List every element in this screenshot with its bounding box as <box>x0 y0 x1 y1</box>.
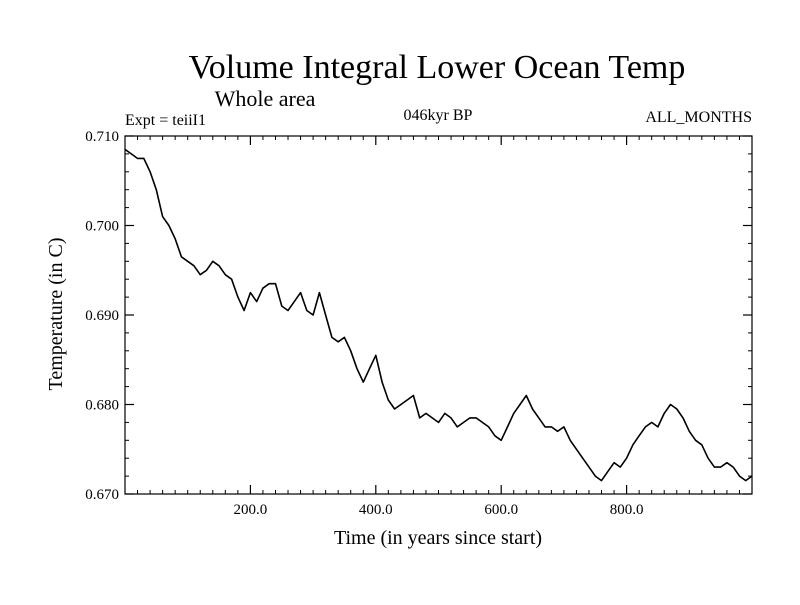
x-tick-label: 600.0 <box>484 502 518 518</box>
y-tick-label: 0.690 <box>85 308 119 324</box>
y-axis-label: Temperature (in C) <box>45 238 67 391</box>
x-tick-label: 200.0 <box>234 502 268 518</box>
y-tick-label: 0.710 <box>85 129 119 145</box>
months-label: ALL_MONTHS <box>645 109 752 126</box>
temperature-series-line <box>124 148 753 482</box>
period-label: 046kyr BP <box>404 107 473 124</box>
axes: 200.0 400.0 600.0 800.0 0.670 0.680 0.690 0.700… <box>85 129 753 518</box>
x-axis-label: Time (in years since start) <box>334 527 542 549</box>
y-tick-label: 0.670 <box>85 487 119 503</box>
experiment-label: Expt = teiiI1 <box>125 112 206 129</box>
y-tick-label: 0.680 <box>85 398 119 414</box>
x-tick-label: 400.0 <box>359 502 393 518</box>
y-tick-label: 0.700 <box>85 219 119 235</box>
plot-frame <box>124 135 753 495</box>
series-layer <box>124 148 753 482</box>
chart-subtitle: Whole area <box>215 86 316 111</box>
x-tick-label: 800.0 <box>610 502 644 518</box>
chart-title: Volume Integral Lower Ocean Temp <box>189 49 686 86</box>
